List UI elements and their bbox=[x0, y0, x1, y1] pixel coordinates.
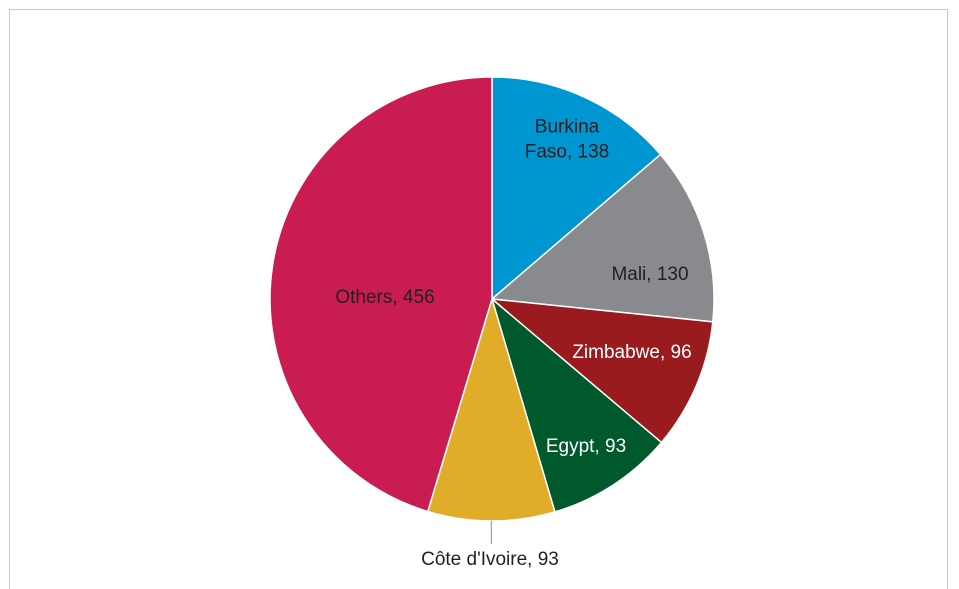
slice-label-line: Zimbabwe, 96 bbox=[572, 342, 691, 363]
pie-slice-others bbox=[269, 76, 493, 513]
slice-label-egypt: Egypt, 93 bbox=[546, 436, 626, 457]
pie-slice-zimbabwe bbox=[489, 298, 714, 444]
slice-label-others: Others, 456 bbox=[335, 287, 434, 308]
slice-label-burkina-faso: Burkina Faso, 138 bbox=[525, 117, 610, 163]
pie-slice-egypt bbox=[490, 296, 663, 513]
slice-label-line: Côte d'Ivoire, 93 bbox=[421, 549, 559, 570]
slice-label-line: Mali, 130 bbox=[611, 264, 688, 285]
slice-label-mali: Mali, 130 bbox=[611, 264, 688, 285]
slice-label-line: Others, 456 bbox=[335, 287, 434, 308]
slice-label-line: Egypt, 93 bbox=[546, 436, 626, 457]
slice-label-line: Burkina bbox=[535, 117, 600, 138]
chart-frame bbox=[9, 9, 948, 589]
pie-slice-c-te-d-ivoire bbox=[426, 296, 556, 522]
slice-label-zimbabwe: Zimbabwe, 96 bbox=[572, 342, 691, 363]
slice-labels: Burkina Faso, 138 Mali, 130 Zimbabwe, 96 Egy… bbox=[335, 117, 691, 571]
pie-slice-mali bbox=[490, 153, 715, 323]
pie-slice-burkina-faso bbox=[491, 76, 662, 301]
pie-slices bbox=[269, 76, 715, 522]
slice-label-line: Faso, 138 bbox=[525, 142, 610, 163]
slice-label-c-te-d-ivoire: Côte d'Ivoire, 93 bbox=[421, 549, 559, 570]
